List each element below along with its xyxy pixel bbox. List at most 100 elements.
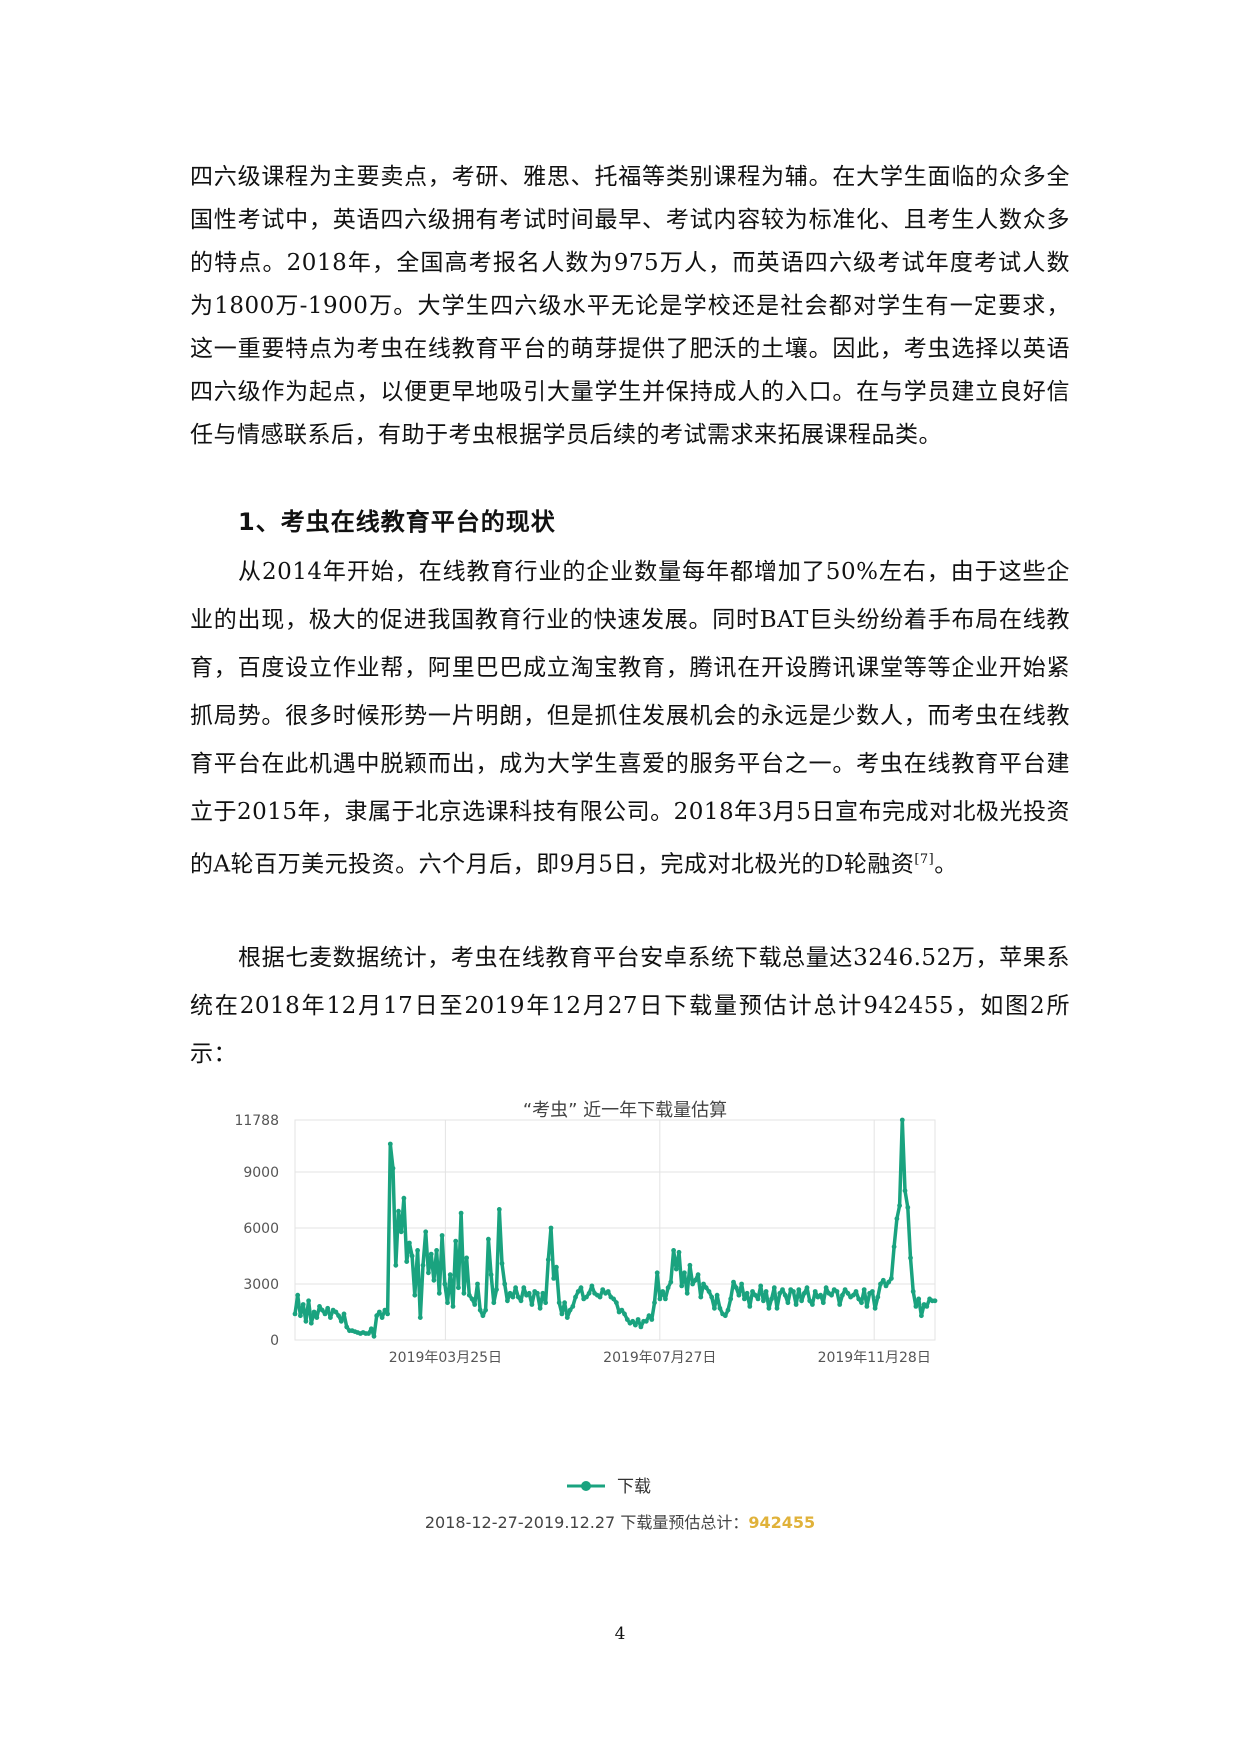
data-point [480,1313,486,1319]
data-point [793,1302,799,1307]
data-point [899,1117,905,1123]
footer-label: 2018-12-27-2019.12.27 下载量预估总计： [425,1513,748,1532]
citation-reference[interactable]: [7] [914,852,935,867]
chart-svg: “考虫” 近一年下载量估算 0 3000 6000 9000 11788 2019年03月… [234,1100,938,1532]
data-point [796,1287,802,1292]
data-point [829,1292,834,1298]
data-point [298,1313,303,1319]
data-point [314,1315,320,1320]
data-point [905,1205,911,1210]
data-point [461,1290,467,1296]
data-point [635,1317,641,1322]
data-point [736,1292,742,1298]
data-point [450,1304,456,1309]
data-point [856,1296,862,1302]
x-tick-label: 2019年11月28日 [818,1350,931,1366]
data-point [597,1294,603,1300]
paragraph-2-tail: 。 [934,851,958,878]
data-point [472,1302,478,1307]
data-point [458,1210,464,1216]
data-point [633,1322,638,1328]
body-paragraph-1: 四六级课程为主要卖点，考研、雅思、托福等类别课程为辅。在大学生面临的众多全国性考… [190,164,1070,448]
data-point [902,1188,908,1194]
data-point [398,1229,404,1235]
data-point [714,1292,720,1298]
body-paragraph-2: 从2014年开始，在线教育行业的企业数量每年都增加了50%左右，由于这些企业的出… [190,548,1070,889]
data-point [652,1300,657,1306]
chart-title: “考虫” 近一年下载量估算 [523,1100,727,1121]
data-point [654,1270,660,1276]
data-point [292,1311,298,1317]
data-point [755,1296,761,1302]
data-point [295,1292,301,1298]
data-point [807,1298,813,1304]
data-point [423,1229,429,1235]
data-point [731,1279,736,1285]
data-point [537,1305,543,1311]
y-tick-label: 9000 [243,1165,279,1181]
data-point [886,1279,892,1285]
data-point [507,1290,513,1296]
data-point [396,1208,401,1214]
data-point [466,1292,472,1298]
data-point [742,1296,747,1302]
data-point [559,1311,565,1317]
data-point [420,1262,426,1268]
chart-series [292,1117,938,1339]
data-point [477,1307,483,1313]
data-point [393,1262,399,1268]
data-point [799,1298,804,1304]
data-point [673,1266,679,1272]
data-point [657,1296,663,1302]
data-point [573,1294,578,1300]
data-point [624,1317,630,1322]
data-point [692,1277,698,1283]
data-point [861,1287,867,1292]
data-point [417,1315,423,1320]
data-point [649,1317,655,1322]
data-point [703,1285,709,1291]
data-point [676,1249,682,1255]
data-point [341,1311,347,1317]
data-point [529,1302,535,1307]
data-point [300,1302,306,1307]
data-point [706,1289,712,1294]
data-point [382,1307,388,1313]
data-point [698,1294,704,1300]
data-point [436,1290,442,1296]
chart-footer: 2018-12-27-2019.12.27 下载量预估总计：942455 [425,1513,815,1532]
x-tick-label: 2019年03月25日 [389,1350,502,1366]
data-point [366,1331,371,1336]
data-point [377,1309,382,1315]
data-point [586,1290,592,1296]
data-point [333,1309,339,1315]
data-point [562,1300,567,1306]
data-point [589,1283,595,1289]
data-point [701,1281,706,1287]
data-point [521,1285,527,1291]
data-point [908,1255,913,1261]
data-point [695,1272,701,1278]
chart-legend[interactable]: 下载 [567,1477,651,1497]
data-point [401,1195,407,1201]
legend-marker [581,1481,591,1491]
data-point [919,1313,924,1319]
data-point [464,1255,469,1261]
data-point [303,1318,309,1324]
data-point [456,1285,461,1291]
data-point [687,1262,693,1268]
data-point [338,1318,344,1324]
data-point [750,1289,755,1294]
data-point [426,1270,431,1276]
data-point [850,1292,856,1298]
data-point [306,1298,311,1304]
data-point [439,1233,445,1238]
data-point [684,1290,690,1296]
data-point [564,1315,570,1320]
data-point [785,1300,791,1306]
data-point [319,1307,325,1313]
data-point [747,1304,753,1309]
chart-gridlines [294,1119,936,1341]
data-point [889,1276,894,1281]
data-point [502,1281,508,1287]
